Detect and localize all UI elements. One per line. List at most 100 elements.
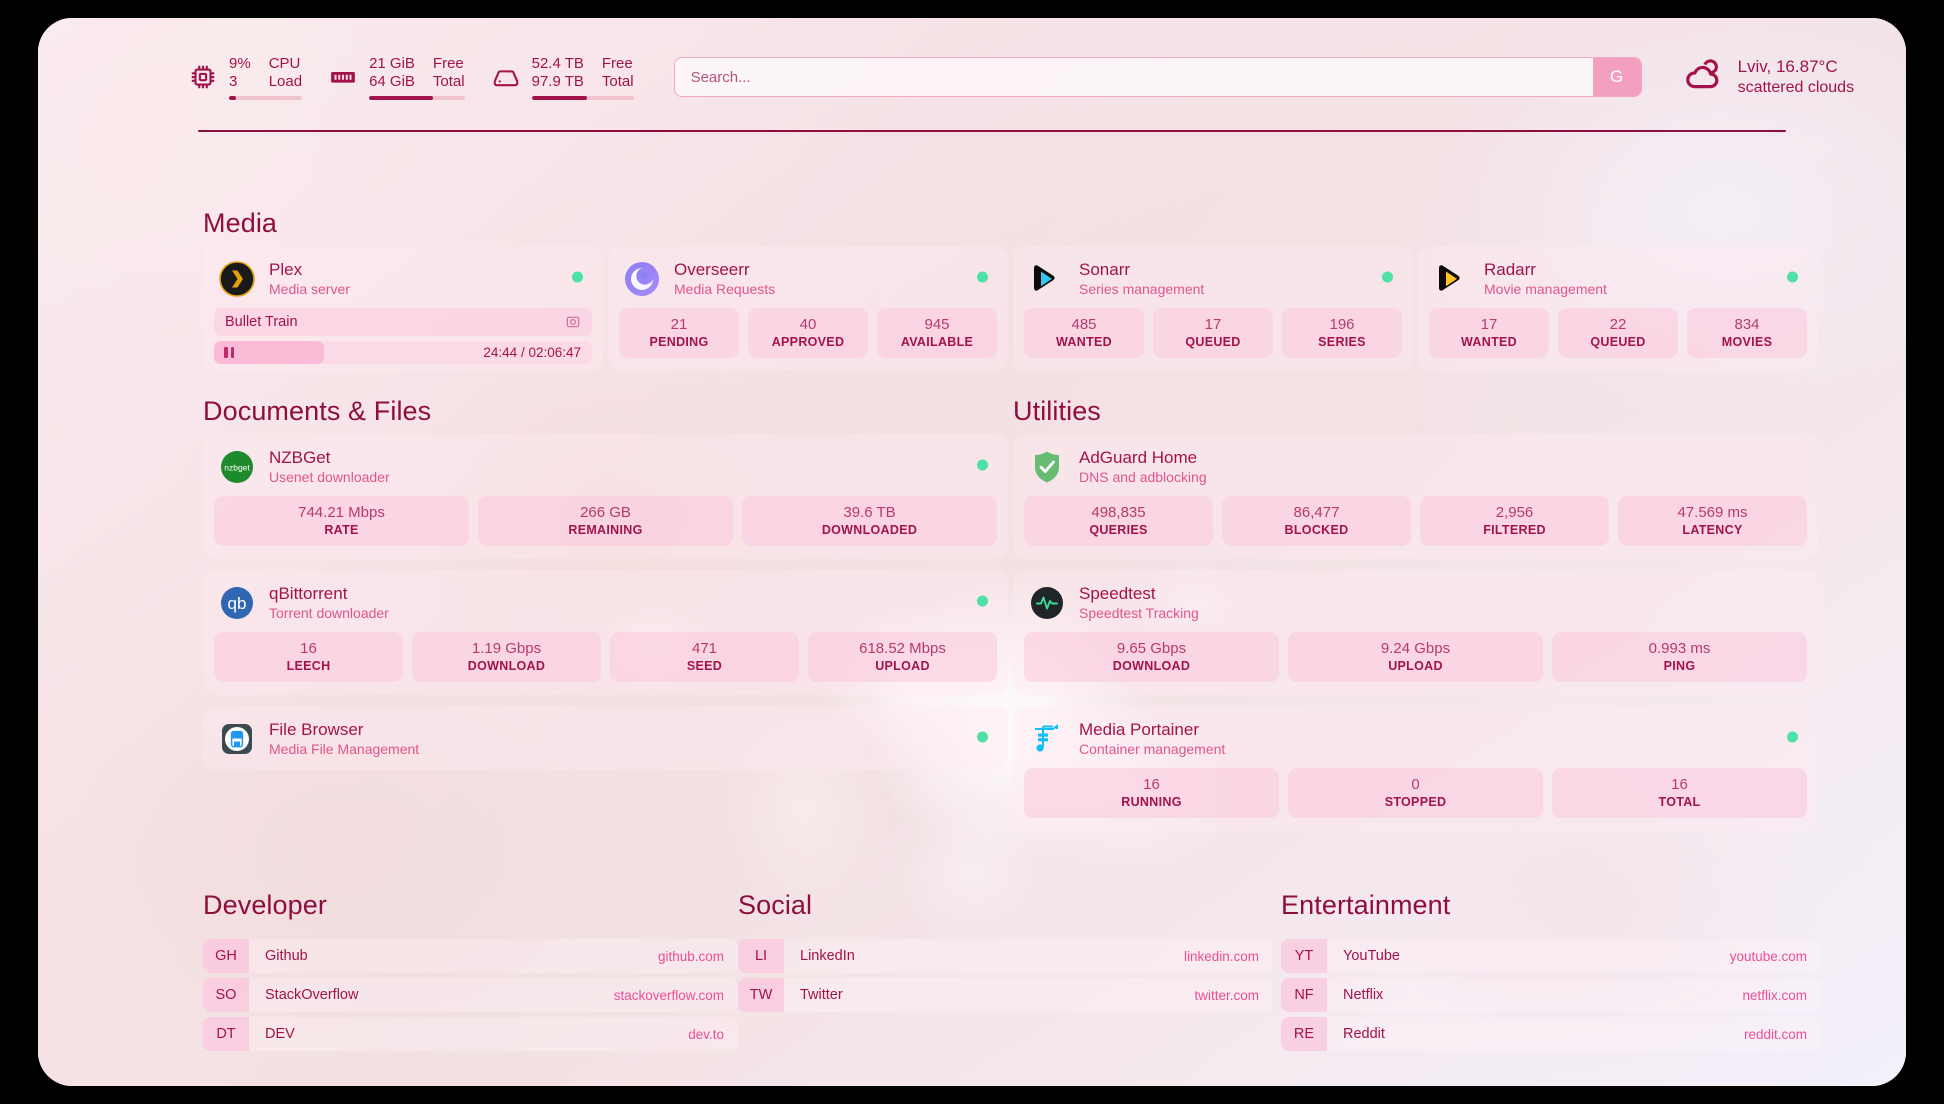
bookmark-badge: RE [1281, 1017, 1327, 1051]
stat-label: QUEUED [1185, 335, 1241, 349]
stat-value: 21 [670, 316, 688, 333]
app-card-plex[interactable]: Plex Media server Bullet Train 24:44 / 0… [203, 246, 603, 371]
search-input[interactable] [674, 58, 1593, 96]
app-name: Sonarr [1079, 260, 1131, 279]
bookmark-item[interactable]: DT DEV dev.to [203, 1017, 738, 1051]
disk-total: 97.9 TB [531, 72, 584, 90]
app-subtitle: DNS and adblocking [1079, 469, 1207, 485]
weather-widget: Lviv, 16.87°C scattered clouds [1682, 56, 1855, 98]
cpu-percent: 9% [229, 54, 251, 72]
bookmark-url: reddit.com [1743, 1026, 1807, 1042]
app-name: AdGuard Home [1079, 448, 1198, 467]
stat-tile: 498,835 QUERIES [1024, 496, 1213, 546]
stat-tile: 17 WANTED [1429, 308, 1549, 358]
app-card-qbittorrent[interactable]: qb qBittorrent Torrent downloader 16 LEE… [203, 570, 1008, 695]
stat-label: LEECH [286, 659, 331, 673]
weather-description: scattered clouds [1737, 79, 1855, 96]
stat-value: 22 [1609, 316, 1627, 333]
top-bar: 9% 3 CPU Load [38, 18, 1906, 136]
bookmark-name: DEV [265, 1026, 295, 1042]
stat-tile: 0 STOPPED [1288, 768, 1543, 818]
search-engine-button[interactable]: G [1592, 58, 1641, 96]
now-playing-title-row: Bullet Train [214, 308, 592, 336]
bookmark-group-title: Entertainment [1281, 890, 1451, 920]
stat-label: MOVIES [1721, 335, 1773, 349]
bookmark-badge: DT [203, 1017, 249, 1051]
stat-tile: 0.993 ms PING [1552, 632, 1807, 682]
bookmark-item[interactable]: YT YouTube youtube.com [1281, 939, 1821, 973]
stat-value: 16 [1671, 776, 1688, 793]
app-subtitle: Media Requests [674, 281, 776, 297]
stat-value: 834 [1734, 316, 1760, 333]
stat-label: PING [1663, 659, 1696, 673]
bookmark-badge: GH [203, 939, 249, 973]
stat-tile: 16 RUNNING [1024, 768, 1279, 818]
stat-label: DOWNLOAD [1112, 659, 1191, 673]
status-indicator-online [572, 271, 583, 283]
stat-label: QUEUED [1590, 335, 1646, 349]
stat-label: FILTERED [1483, 523, 1546, 537]
stat-value: 16 [300, 640, 317, 657]
app-card-speedtest[interactable]: Speedtest Speedtest Tracking 9.65 Gbps D… [1013, 570, 1818, 695]
stat-tile: 86,477 BLOCKED [1222, 496, 1411, 546]
app-subtitle: Torrent downloader [269, 605, 389, 621]
search-bar[interactable]: G [673, 57, 1642, 97]
stat-value: 744.21 Mbps [298, 504, 385, 521]
stat-value: 40 [799, 316, 817, 333]
app-card-radarr[interactable]: Radarr Movie management 17 WANTED 22 QUE… [1418, 246, 1818, 371]
bookmark-name: Twitter [800, 987, 843, 1003]
stat-value: 16 [1143, 776, 1160, 793]
stat-tile: 945 AVAILABLE [877, 308, 997, 358]
bookmark-url: stackoverflow.com [613, 987, 724, 1003]
stat-label: REMAINING [568, 523, 643, 537]
stat-label: BLOCKED [1284, 523, 1349, 537]
app-card-sonarr[interactable]: Sonarr Series management 485 WANTED 17 Q… [1013, 246, 1413, 371]
status-indicator-online [1787, 731, 1798, 743]
stat-value: 0 [1411, 776, 1420, 793]
stat-tile: 471 SEED [610, 632, 799, 682]
app-subtitle: Movie management [1484, 281, 1607, 297]
now-playing-progress-fill [214, 341, 324, 364]
app-subtitle: Media File Management [269, 741, 420, 757]
bookmark-item[interactable]: TW Twitter twitter.com [738, 978, 1273, 1012]
memory-label-2: Total [432, 72, 465, 90]
bookmark-name: Github [265, 948, 308, 964]
stat-tile: 744.21 Mbps RATE [214, 496, 469, 546]
stat-tile: 39.6 TB DOWNLOADED [742, 496, 997, 546]
bookmark-badge: TW [738, 978, 784, 1012]
stat-label: DOWNLOADED [821, 523, 918, 537]
cloud-icon [1682, 56, 1724, 98]
stat-label: WANTED [1056, 335, 1112, 349]
speedtest-icon [1029, 585, 1065, 621]
app-name: Overseerr [674, 260, 750, 279]
app-card-nzbget[interactable]: nzbget NZBGet Usenet downloader 744.21 M… [203, 434, 1008, 559]
app-card-adguard-home[interactable]: AdGuard Home DNS and adblocking 498,835 … [1013, 434, 1818, 559]
section-title-documents: Documents & Files [203, 396, 432, 426]
adguard-shield-icon [1029, 449, 1065, 485]
app-subtitle: Series management [1079, 281, 1205, 297]
bookmark-name: StackOverflow [265, 987, 359, 1003]
bookmark-item[interactable]: GH Github github.com [203, 939, 738, 973]
now-playing-progress[interactable]: 24:44 / 02:06:47 [214, 341, 592, 364]
bookmark-item[interactable]: RE Reddit reddit.com [1281, 1017, 1821, 1051]
stat-tile: 21 PENDING [619, 308, 739, 358]
bookmark-url: twitter.com [1194, 987, 1259, 1003]
stat-label: SERIES [1318, 335, 1366, 349]
memory-free: 21 GiB [369, 54, 415, 72]
memory-usage-widget: 21 GiB 64 GiB Free Total [328, 55, 465, 100]
stat-value: 86,477 [1293, 504, 1340, 521]
stat-value: 618.52 Mbps [859, 640, 946, 657]
stat-value: 498,835 [1091, 504, 1146, 521]
bookmark-item[interactable]: SO StackOverflow stackoverflow.com [203, 978, 738, 1012]
app-card-file-browser[interactable]: File Browser Media File Management [203, 706, 1008, 770]
qbittorrent-icon: qb [219, 585, 255, 621]
pause-icon[interactable] [224, 347, 234, 358]
stat-value: 945 [924, 316, 950, 333]
bookmark-item[interactable]: LI LinkedIn linkedin.com [738, 939, 1273, 973]
app-card-overseerr[interactable]: Overseerr Media Requests 21 PENDING 40 A… [608, 246, 1008, 371]
bookmark-item[interactable]: NF Netflix netflix.com [1281, 978, 1821, 1012]
stat-tile: 485 WANTED [1024, 308, 1144, 358]
stat-label: UPLOAD [1388, 659, 1443, 673]
stat-label: AVAILABLE [900, 335, 974, 349]
app-card-media-portainer[interactable]: Media Portainer Container management 16 … [1013, 706, 1818, 831]
